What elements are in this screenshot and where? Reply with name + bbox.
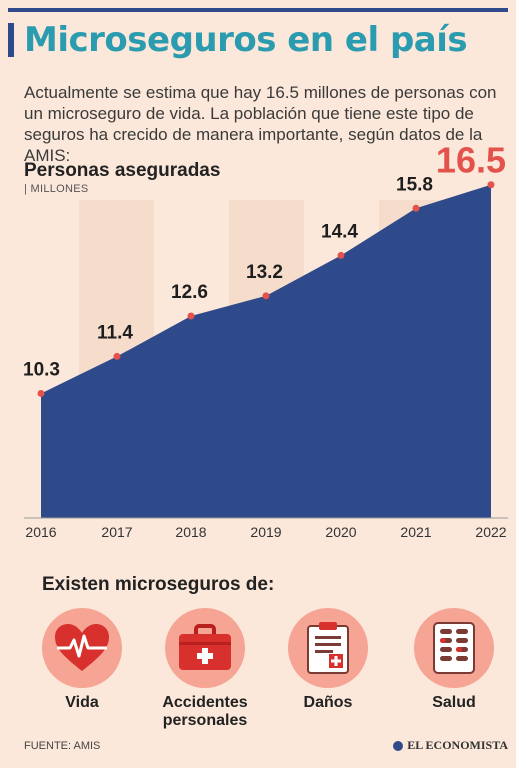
brand-mark-icon (393, 740, 404, 751)
category-circle (288, 608, 368, 688)
category-label: Daños (303, 694, 353, 711)
category-label: Salud (432, 694, 476, 711)
category-circle (414, 608, 494, 688)
category-vida: Vida (20, 608, 144, 712)
data-point (187, 312, 195, 320)
source-note: FUENTE: AMIS (24, 740, 101, 752)
x-tick-label: 2021 (400, 524, 431, 540)
data-point (337, 251, 345, 259)
data-point (487, 181, 495, 189)
x-tick-label: 2019 (250, 524, 281, 540)
category-salud: Salud (392, 608, 516, 712)
data-label: 10.3 (23, 359, 60, 380)
heart-pulse-icon (55, 624, 109, 671)
x-tick-label: 2017 (101, 524, 132, 540)
data-label: 16.5 (436, 140, 506, 181)
first-aid-kit-icon (179, 624, 231, 670)
data-label: 12.6 (171, 282, 208, 303)
brand-name: EL ECONOMISTA (407, 738, 508, 752)
data-label: 15.8 (396, 174, 433, 195)
title-block: Microseguros en el país (8, 20, 468, 60)
data-label: 11.4 (97, 322, 133, 343)
category-label: Vida (65, 694, 99, 711)
clipboard-icon (307, 622, 349, 674)
category-accidentes: Accidentes personales (143, 608, 267, 730)
category-label: Accidentes personales (162, 694, 248, 729)
x-tick-label: 2020 (325, 524, 356, 540)
data-label: 14.4 (321, 221, 358, 242)
intro-text: Actualmente se estima que hay 16.5 millo… (24, 83, 497, 165)
area-chart: 10.3 2016 11.4 2017 12.6 2018 13.2 2019 14.4 2020… (23, 140, 508, 540)
data-label: 13.2 (246, 262, 283, 283)
x-tick-label: 2018 (175, 524, 206, 540)
x-tick-label: 2016 (25, 524, 56, 540)
x-tick-label: 2022 (475, 524, 506, 540)
data-point (37, 389, 45, 397)
chart-unit-label: | MILLONES (24, 183, 89, 195)
pill-pack-icon (433, 622, 475, 674)
category-danos: Daños (266, 608, 390, 712)
categories-title: Existen microseguros de: (42, 574, 275, 595)
chart-title: Personas aseguradas (24, 160, 221, 181)
top-rule (8, 8, 508, 12)
data-point (113, 352, 121, 360)
category-circle (42, 608, 122, 688)
data-point (262, 292, 270, 300)
page-title: Microseguros en el país (24, 20, 468, 60)
category-circle (165, 608, 245, 688)
data-point (412, 204, 420, 212)
title-accent-bar (8, 23, 14, 57)
area-series (41, 184, 491, 518)
brand-logo: EL ECONOMISTA (393, 738, 508, 753)
